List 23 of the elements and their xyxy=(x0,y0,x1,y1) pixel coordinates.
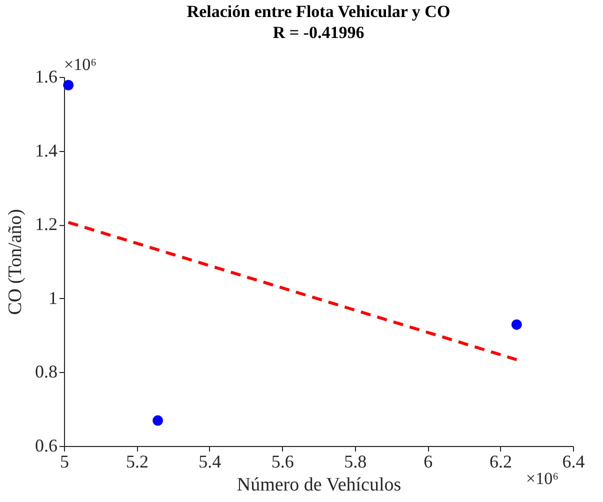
point xyxy=(63,80,74,90)
x-axis-title: Número de Vehículos xyxy=(236,474,402,496)
chart-title: Relación entre Flota Vehicular y CO xyxy=(186,2,450,21)
y-axis-title: CO (Ton/año) xyxy=(5,209,26,315)
text: ×10⁶ xyxy=(64,55,97,74)
point xyxy=(511,319,522,330)
x-tick-label: 5.4 xyxy=(198,452,222,472)
y-tick-label: 1.2 xyxy=(35,214,58,234)
y-tick-label: 0.6 xyxy=(35,436,58,456)
text: ×10⁶ xyxy=(526,469,559,488)
x-tick-label: 5 xyxy=(60,452,69,472)
chart-subtitle: R = -0.41996 xyxy=(272,23,364,42)
x-tick-label: 5.2 xyxy=(126,452,148,472)
x-tick-label: 6 xyxy=(424,452,433,472)
y-tick-label: 1.6 xyxy=(35,66,58,86)
y-tick-label: 1 xyxy=(48,288,58,308)
x-tick-label: 5.6 xyxy=(271,452,294,472)
x-tick-label: 6.2 xyxy=(490,452,512,472)
x-tick-label: 5.8 xyxy=(344,452,367,472)
x-tick-label: 6.4 xyxy=(562,452,585,472)
point xyxy=(152,415,164,426)
y-tick-label: 0.8 xyxy=(35,362,58,382)
y-tick-label: 1.4 xyxy=(35,140,58,160)
